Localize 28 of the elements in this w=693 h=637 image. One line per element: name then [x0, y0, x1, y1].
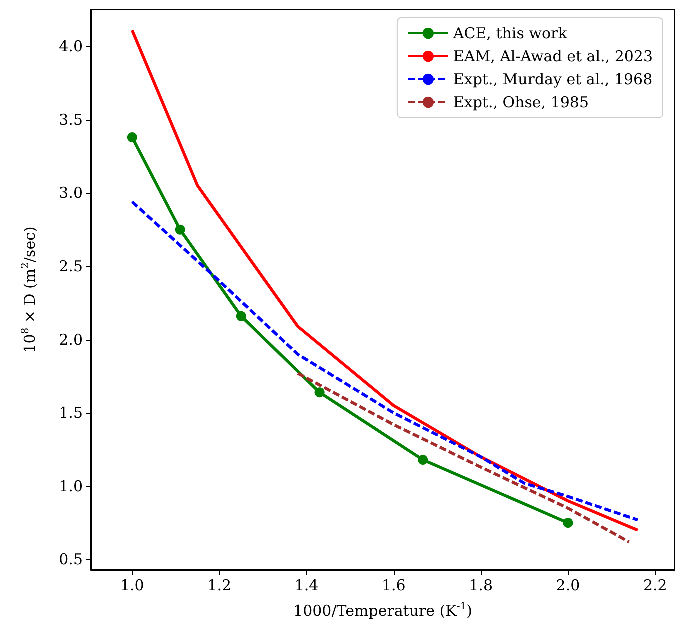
legend-label: ACE, this work — [452, 24, 568, 42]
y-tick-label: 2.5 — [59, 258, 83, 276]
legend-label: EAM, Al-Awad et al., 2023 — [453, 48, 653, 66]
y-axis-title: 108 × D (m2/sec) — [20, 226, 39, 354]
y-tick-label: 3.0 — [59, 184, 83, 202]
x-tick-label: 1.4 — [294, 576, 319, 594]
line-series — [130, 200, 640, 522]
legend-label: Expt., Ohse, 1985 — [453, 94, 590, 112]
x-tick-label: 1.0 — [120, 576, 144, 594]
x-tick-label: 2.0 — [556, 576, 580, 594]
point — [563, 518, 574, 528]
point — [175, 224, 186, 235]
legend-label: Expt., Murday et al., 1968 — [453, 70, 653, 88]
point — [127, 132, 138, 143]
point — [236, 311, 246, 322]
y-tick-label: 0.5 — [59, 550, 83, 569]
x-tick-label: 1.6 — [382, 576, 406, 594]
line-series — [296, 372, 631, 544]
y-tick-label: 4.0 — [59, 38, 83, 56]
y-tick-label: 3.5 — [59, 110, 83, 129]
y-tick-label: 2.0 — [59, 330, 83, 349]
point — [314, 388, 325, 398]
y-tick-label: 1.5 — [59, 404, 83, 422]
point — [418, 455, 428, 466]
x-tick-label: 1.2 — [208, 576, 232, 594]
x-tick-label: 1.8 — [469, 576, 493, 594]
y-tick-label: 1.0 — [59, 477, 83, 496]
x-tick-label: 2.2 — [643, 576, 668, 594]
